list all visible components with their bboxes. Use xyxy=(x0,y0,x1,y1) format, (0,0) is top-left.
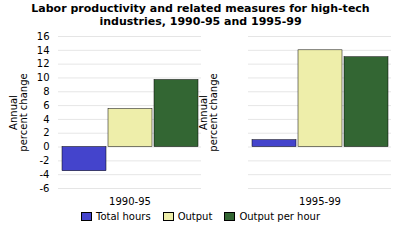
svg-text:-6: -6 xyxy=(40,183,50,194)
html-text:Labor productivity and related: Labor productivity and related measures … xyxy=(31,2,370,28)
html-text:Output per hour: Output per hour xyxy=(239,211,320,222)
html-text:Output: Output xyxy=(177,211,213,222)
svg-text:6: 6 xyxy=(43,100,49,111)
svg-text:1990-95: 1990-95 xyxy=(109,196,151,207)
svg-text:12: 12 xyxy=(37,58,50,69)
svg-text:-4: -4 xyxy=(40,169,50,180)
svg-text:16: 16 xyxy=(37,31,50,42)
svg-text:8: 8 xyxy=(43,86,49,97)
svg-text:1995-99: 1995-99 xyxy=(299,196,341,207)
svg-text:14: 14 xyxy=(37,45,50,56)
svg-text:Annualpercent change: Annualpercent change xyxy=(198,73,219,151)
svg-text:10: 10 xyxy=(37,72,50,83)
svg-text:Annualpercent change: Annualpercent change xyxy=(8,73,29,151)
svg-text:-2: -2 xyxy=(40,155,50,166)
html-text:Total hours: Total hours xyxy=(96,211,151,222)
svg-text:4: 4 xyxy=(43,114,49,125)
svg-text:2: 2 xyxy=(43,127,49,138)
svg-text:0: 0 xyxy=(43,141,49,152)
